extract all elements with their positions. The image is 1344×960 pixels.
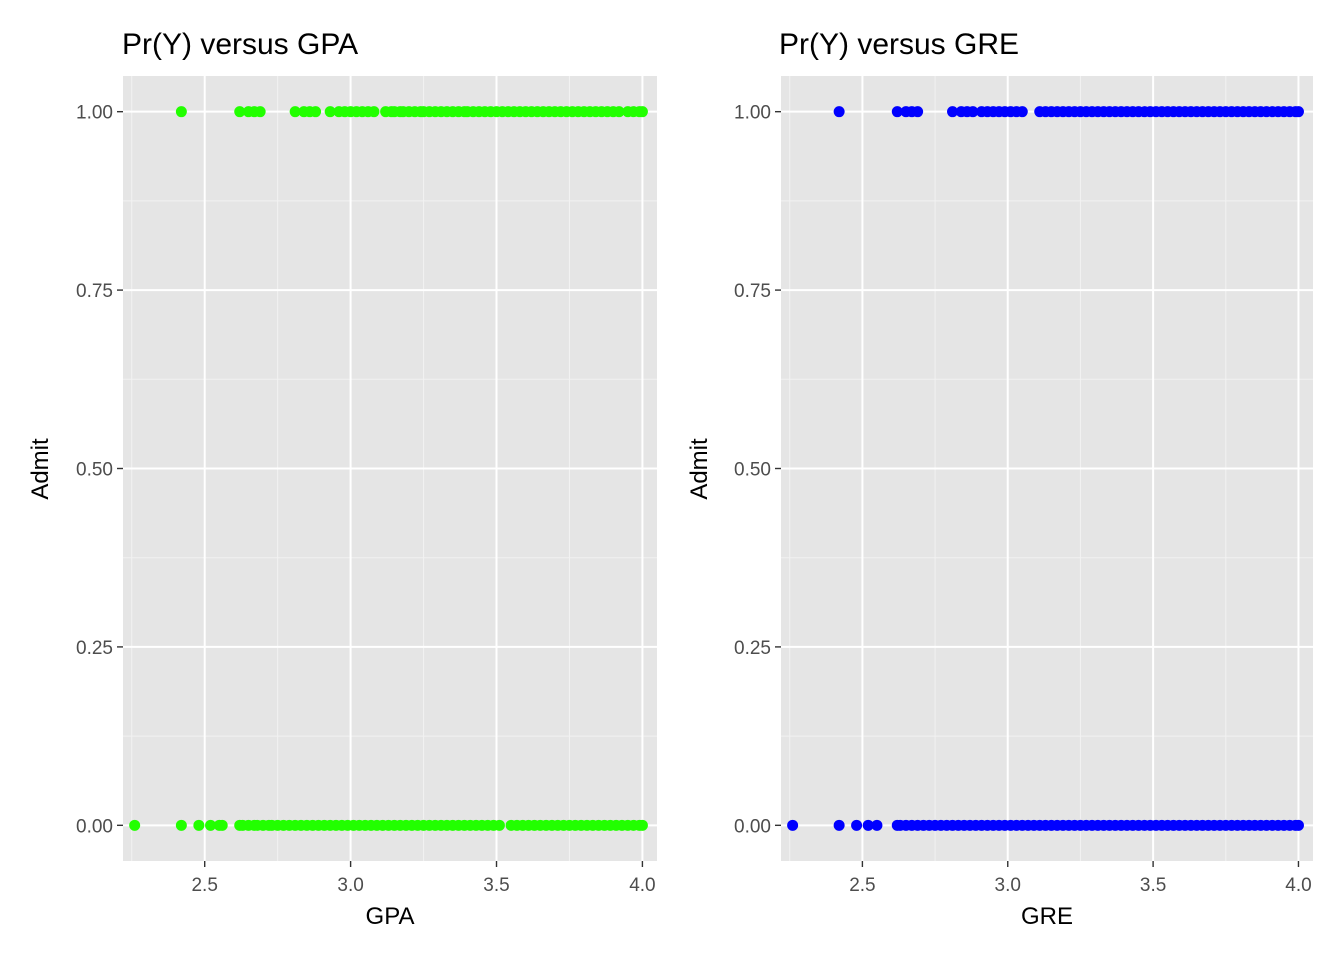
data-point	[129, 819, 141, 831]
data-point	[1016, 106, 1028, 118]
chart-title: Pr(Y) versus GRE	[779, 28, 1019, 61]
data-point	[216, 819, 228, 831]
data-point	[787, 819, 799, 831]
data-point	[310, 106, 322, 118]
x-axis-title: GPA	[366, 903, 415, 930]
data-point	[289, 106, 301, 118]
data-point	[493, 819, 505, 831]
x-tick-label: 4.0	[1285, 875, 1311, 896]
y-tick-label: 0.75	[734, 281, 771, 302]
data-point	[175, 819, 187, 831]
data-point	[368, 106, 380, 118]
data-point	[1292, 819, 1304, 831]
x-tick-label: 3.0	[995, 875, 1021, 896]
y-tick-label: 1.00	[76, 103, 113, 124]
data-point	[636, 819, 648, 831]
x-tick-label: 2.5	[849, 875, 875, 896]
chart-gpa: Pr(Y) versus GPA 2.5 3.0 3.5 4.0 0.00 0.25 0.5…	[27, 28, 657, 930]
data-points	[787, 106, 1304, 831]
chart-title: Pr(Y) versus GPA	[122, 28, 358, 61]
data-point	[234, 106, 246, 118]
x-tick-label: 3.0	[337, 875, 363, 896]
y-tick-label: 0.50	[76, 460, 113, 481]
data-point	[967, 106, 979, 118]
data-point	[636, 106, 648, 118]
grid	[123, 76, 657, 861]
x-tick-label: 4.0	[629, 875, 655, 896]
data-point	[891, 106, 903, 118]
y-tick-label: 0.50	[734, 460, 771, 481]
data-point	[871, 819, 883, 831]
x-tick-label: 3.5	[483, 875, 509, 896]
y-tick-label: 0.00	[734, 816, 771, 837]
data-point	[205, 819, 217, 831]
data-point	[613, 106, 625, 118]
x-tick-label: 2.5	[191, 875, 217, 896]
y-tick-label: 1.00	[734, 103, 771, 124]
data-point	[862, 819, 874, 831]
axes: 2.5 3.0 3.5 4.0 0.00 0.25 0.50 0.75 1.00	[734, 103, 1312, 896]
data-point	[851, 819, 863, 831]
data-point	[912, 106, 924, 118]
y-tick-label: 0.00	[76, 816, 113, 837]
y-tick-label: 0.25	[76, 638, 113, 659]
data-point	[175, 106, 187, 118]
data-point	[193, 819, 205, 831]
data-point	[833, 106, 845, 118]
data-points	[129, 106, 648, 831]
x-tick-label: 3.5	[1140, 875, 1166, 896]
y-tick-label: 0.75	[76, 281, 113, 302]
x-axis-title: GRE	[1021, 903, 1073, 930]
y-axis-title: Admit	[686, 438, 713, 500]
y-axis-title: Admit	[27, 438, 54, 500]
y-tick-label: 0.25	[734, 638, 771, 659]
data-point	[254, 106, 266, 118]
grid	[781, 76, 1313, 861]
chart-gre: Pr(Y) versus GRE 2.5 3.0 3.5 4.0 0.00 0.25 0.5…	[686, 28, 1313, 930]
data-point	[324, 106, 336, 118]
axes: 2.5 3.0 3.5 4.0 0.00 0.25 0.50 0.75 1.00	[76, 103, 656, 896]
data-point	[1292, 106, 1304, 118]
data-point	[947, 106, 959, 118]
data-point	[833, 819, 845, 831]
